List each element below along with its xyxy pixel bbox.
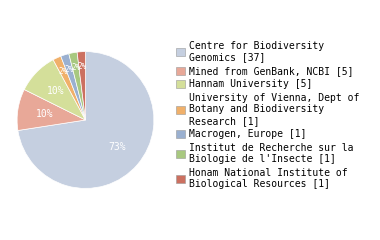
Text: 2%: 2% xyxy=(65,65,74,74)
Wedge shape xyxy=(77,52,86,120)
Wedge shape xyxy=(17,90,85,131)
Text: 73%: 73% xyxy=(108,142,125,152)
Text: 2%: 2% xyxy=(78,62,87,71)
Text: 10%: 10% xyxy=(36,109,54,119)
Wedge shape xyxy=(61,54,86,120)
Wedge shape xyxy=(53,56,86,120)
Legend: Centre for Biodiversity
Genomics [37], Mined from GenBank, NCBI [5], Hannam Univ: Centre for Biodiversity Genomics [37], M… xyxy=(176,41,359,189)
Wedge shape xyxy=(69,52,86,120)
Wedge shape xyxy=(24,60,86,120)
Text: 2%: 2% xyxy=(59,67,68,76)
Text: 10%: 10% xyxy=(47,86,65,96)
Text: 2%: 2% xyxy=(71,63,80,72)
Wedge shape xyxy=(18,52,154,188)
